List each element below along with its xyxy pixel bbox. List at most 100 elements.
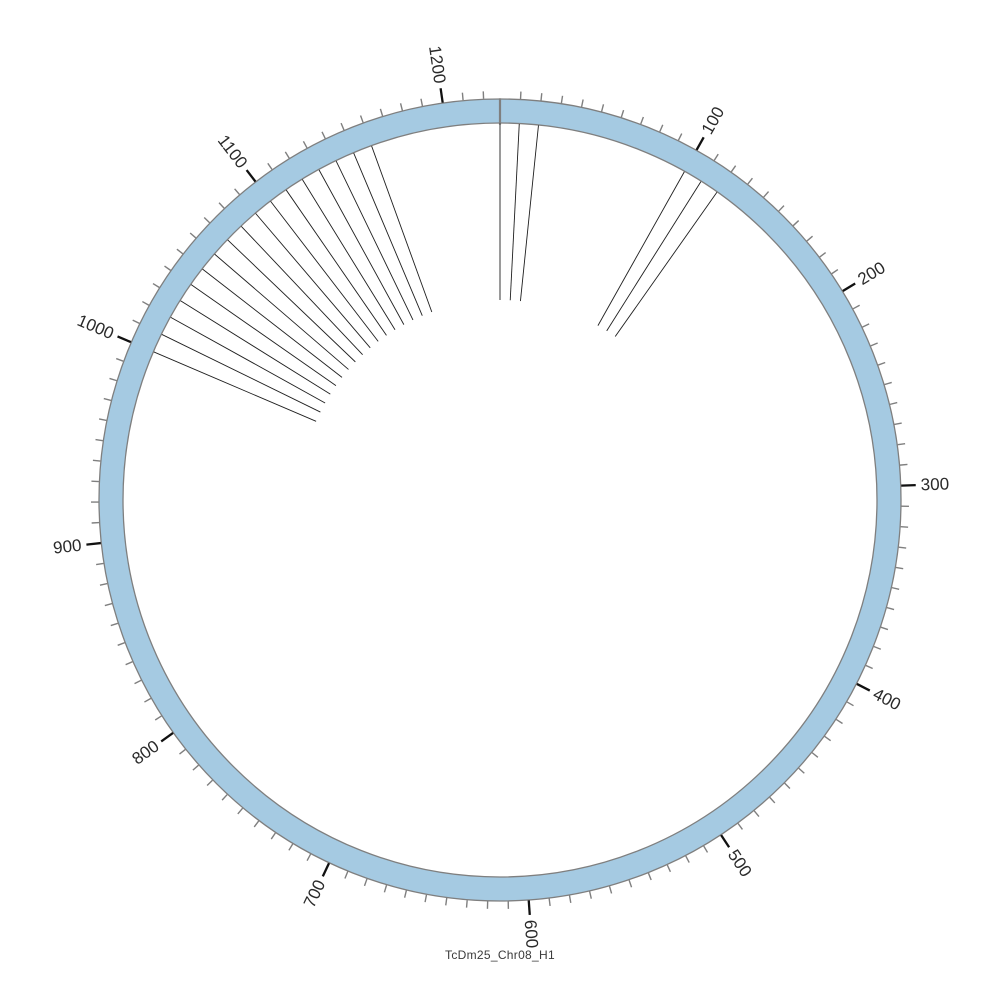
major-tick	[439, 88, 444, 103]
minor-tick	[267, 162, 273, 170]
minor-tick	[363, 878, 368, 887]
minor-tick	[234, 188, 241, 195]
minor-tick	[152, 282, 160, 289]
marker-line	[227, 239, 356, 363]
minor-tick	[898, 546, 907, 549]
minor-tick	[873, 645, 882, 650]
minor-tick	[784, 782, 791, 789]
axis-tick-label: 1000	[74, 311, 116, 343]
major-tick	[245, 169, 257, 183]
minor-tick	[778, 205, 785, 212]
axis-tick-label: 800	[129, 737, 163, 769]
sequence-title: TcDm25_Chr08_H1	[445, 948, 555, 962]
marker-line	[202, 268, 343, 378]
marker-line	[519, 125, 539, 302]
minor-tick	[899, 463, 908, 466]
minor-tick	[831, 268, 839, 275]
minor-tick	[884, 381, 892, 386]
minor-tick	[792, 220, 800, 227]
minor-tick	[117, 642, 125, 646]
marker-line	[161, 334, 321, 413]
marker-line	[255, 213, 371, 349]
major-tick	[160, 732, 174, 743]
axis-tick-label: 600	[521, 919, 542, 949]
major-tick	[856, 682, 871, 692]
marker-line	[285, 189, 387, 336]
minor-tick	[677, 133, 683, 141]
minor-tick	[359, 115, 364, 123]
minor-tick	[894, 422, 902, 426]
marker-line	[301, 179, 396, 331]
minor-tick	[253, 820, 260, 828]
minor-tick	[703, 845, 709, 853]
minor-tick	[628, 879, 633, 888]
minor-tick	[620, 109, 625, 118]
minor-tick	[340, 122, 345, 131]
minor-tick	[753, 810, 760, 818]
marker-line	[180, 300, 331, 395]
minor-tick	[104, 602, 113, 607]
minor-tick	[179, 748, 186, 755]
minor-tick	[96, 562, 104, 566]
minor-tick	[806, 235, 814, 242]
minor-tick	[344, 871, 349, 879]
minor-tick	[580, 99, 584, 108]
minor-tick	[445, 897, 448, 906]
minor-tick	[647, 872, 652, 881]
minor-tick	[461, 92, 464, 101]
minor-tick	[877, 361, 886, 366]
minor-tick	[865, 664, 873, 670]
minor-tick	[666, 864, 672, 873]
major-tick	[720, 834, 731, 848]
minor-tick	[737, 822, 743, 830]
axis-tick-label: 1100	[214, 131, 251, 172]
marker-line	[241, 226, 363, 355]
major-tick	[842, 282, 856, 292]
minor-tick	[548, 898, 551, 907]
minor-tick	[288, 843, 294, 851]
axis-tick-label: 500	[724, 846, 755, 880]
marker-line	[190, 284, 337, 386]
minor-tick	[730, 165, 737, 173]
major-tick	[527, 900, 531, 916]
minor-tick	[713, 153, 719, 161]
minor-tick	[134, 679, 142, 685]
minor-tick	[270, 832, 277, 840]
marker-line	[509, 123, 520, 301]
minor-tick	[92, 459, 101, 462]
minor-tick	[889, 401, 898, 406]
minor-tick	[379, 108, 384, 117]
minor-tick	[154, 715, 162, 721]
minor-tick	[608, 886, 613, 894]
minor-tick	[132, 319, 140, 325]
minor-tick	[403, 890, 408, 898]
minor-tick	[640, 116, 645, 125]
minor-tick	[302, 141, 308, 149]
minor-tick	[763, 191, 770, 198]
major-tick	[901, 483, 916, 487]
marker-line	[606, 181, 702, 332]
marker-line	[597, 171, 685, 326]
minor-tick	[600, 104, 605, 112]
marker-line	[318, 169, 405, 325]
minor-tick	[685, 855, 690, 863]
minor-tick	[846, 701, 854, 707]
minor-tick	[103, 397, 112, 402]
minor-tick	[588, 891, 592, 899]
minor-tick	[189, 232, 197, 239]
marker-line	[153, 351, 317, 422]
minor-tick	[852, 304, 860, 310]
minor-tick	[203, 217, 211, 224]
minor-tick	[560, 95, 564, 104]
major-tick	[695, 136, 705, 151]
minor-tick	[897, 442, 906, 446]
major-tick	[321, 862, 331, 877]
minor-tick	[306, 853, 312, 861]
minor-tick	[115, 357, 124, 362]
minor-tick	[819, 251, 827, 258]
minor-tick	[659, 124, 664, 132]
minor-tick	[540, 93, 543, 101]
marker-line	[214, 253, 349, 370]
major-tick	[117, 335, 132, 344]
